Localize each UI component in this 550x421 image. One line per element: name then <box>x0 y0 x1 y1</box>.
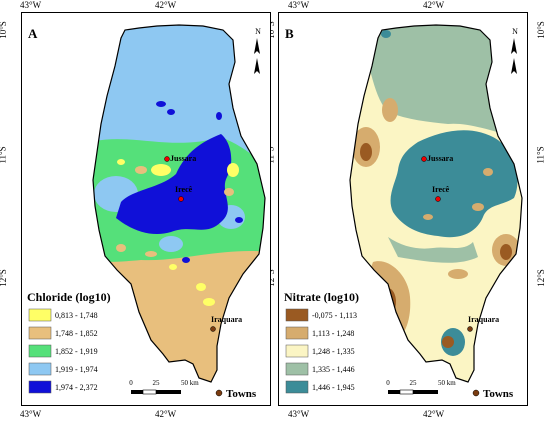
town-marker-jussara <box>421 156 427 162</box>
legend-title: Chloride (log10) <box>27 290 111 304</box>
scale-bar: 0 25 50 km <box>129 379 199 395</box>
nitrate-map-panel: B N Jussara Irecê Iraquara Nitrate (log1… <box>278 12 528 406</box>
legend-class-2: 1,113 - 1,248 <box>285 326 354 340</box>
svg-text:25: 25 <box>410 379 418 387</box>
lon-label-42w-bottom-b: 42°W <box>423 409 445 419</box>
lat-label-12s-left: 12°S <box>0 269 8 287</box>
town-marker-iraquara <box>467 326 473 332</box>
svg-text:-0,075 - 1,113: -0,075 - 1,113 <box>312 311 357 320</box>
svg-text:1,748 - 1,852: 1,748 - 1,852 <box>55 329 98 338</box>
scale-bar: 0 25 50 km <box>386 379 456 395</box>
svg-text:N: N <box>255 27 261 36</box>
panel-letter: B <box>285 26 294 41</box>
north-arrow-icon: N <box>511 27 518 74</box>
lon-label-43w-top-a: 43°W <box>20 0 42 10</box>
chloride-zone-1748-1852 <box>93 237 265 382</box>
lon-label-42w-bottom-a: 42°W <box>155 409 177 419</box>
svg-text:1,113 - 1,248: 1,113 - 1,248 <box>312 329 354 338</box>
svg-text:0: 0 <box>129 379 133 387</box>
lon-label-42w-top-a: 42°W <box>155 0 177 10</box>
towns-legend-label: Towns <box>226 388 257 400</box>
legend-class-4: 1,335 - 1,446 <box>285 362 355 376</box>
lat-label-12s-right: 12°S <box>535 269 546 287</box>
svg-text:1,974 - 2,372: 1,974 - 2,372 <box>55 383 98 392</box>
chloride-map-panel: A N Jussara Irecê Iraquara Chloride (log… <box>21 12 271 406</box>
svg-text:50 km: 50 km <box>181 379 199 387</box>
legend-class-3: 1,852 - 1,919 <box>28 344 98 358</box>
nitrate-zone-1335-1446 <box>368 25 522 142</box>
towns-legend-icon <box>472 389 480 397</box>
lon-label-43w-bottom-b: 43°W <box>288 409 310 419</box>
chloride-zone-1974-2372 <box>116 134 232 235</box>
town-marker-irece <box>178 196 184 202</box>
svg-text:N: N <box>512 27 518 36</box>
town-label-irece: Irecê <box>175 185 193 194</box>
region-outline <box>92 24 266 383</box>
town-marker-jussara <box>164 156 170 162</box>
svg-text:25: 25 <box>153 379 161 387</box>
svg-text:0,813 - 1,748: 0,813 - 1,748 <box>55 311 98 320</box>
legend-class-1: -0,075 - 1,113 <box>285 308 357 322</box>
lon-label-43w-bottom-a: 43°W <box>20 409 42 419</box>
town-marker-iraquara <box>210 326 216 332</box>
lat-label-10s-right: 10°S <box>535 21 546 39</box>
svg-text:1,446 - 1,945: 1,446 - 1,945 <box>312 383 355 392</box>
svg-text:0: 0 <box>386 379 390 387</box>
lon-label-42w-top-b: 42°W <box>423 0 445 10</box>
town-label-irece: Irecê <box>432 185 450 194</box>
town-label-iraquara: Iraquara <box>211 315 242 324</box>
lat-label-11s-left: 11°S <box>0 146 8 164</box>
legend-class-4: 1,919 - 1,974 <box>28 362 98 376</box>
towns-legend-icon <box>215 389 223 397</box>
town-label-jussara: Jussara <box>170 154 196 163</box>
towns-legend-label: Towns <box>483 388 514 400</box>
town-label-iraquara: Iraquara <box>468 315 499 324</box>
legend-class-5: 1,446 - 1,945 <box>285 380 355 394</box>
legend-class-2: 1,748 - 1,852 <box>28 326 98 340</box>
svg-text:1,335 - 1,446: 1,335 - 1,446 <box>312 365 355 374</box>
north-arrow-icon: N <box>254 27 261 74</box>
town-label-jussara: Jussara <box>427 154 453 163</box>
svg-text:1,919 - 1,974: 1,919 - 1,974 <box>55 365 98 374</box>
legend-class-5: 1,974 - 2,372 <box>28 380 98 394</box>
panel-letter: A <box>28 26 38 41</box>
town-marker-irece <box>435 196 441 202</box>
lon-label-43w-top-b: 43°W <box>288 0 310 10</box>
svg-text:50 km: 50 km <box>438 379 456 387</box>
region-outline <box>349 24 523 383</box>
svg-text:1,852 - 1,919: 1,852 - 1,919 <box>55 347 98 356</box>
legend-class-1: 0,813 - 1,748 <box>28 308 98 322</box>
svg-text:1,248 - 1,335: 1,248 - 1,335 <box>312 347 355 356</box>
legend-title: Nitrate (log10) <box>284 290 359 304</box>
legend-class-3: 1,248 - 1,335 <box>285 344 355 358</box>
lat-label-11s-right: 11°S <box>535 146 546 164</box>
lat-label-10s-left: 10°S <box>0 21 8 39</box>
